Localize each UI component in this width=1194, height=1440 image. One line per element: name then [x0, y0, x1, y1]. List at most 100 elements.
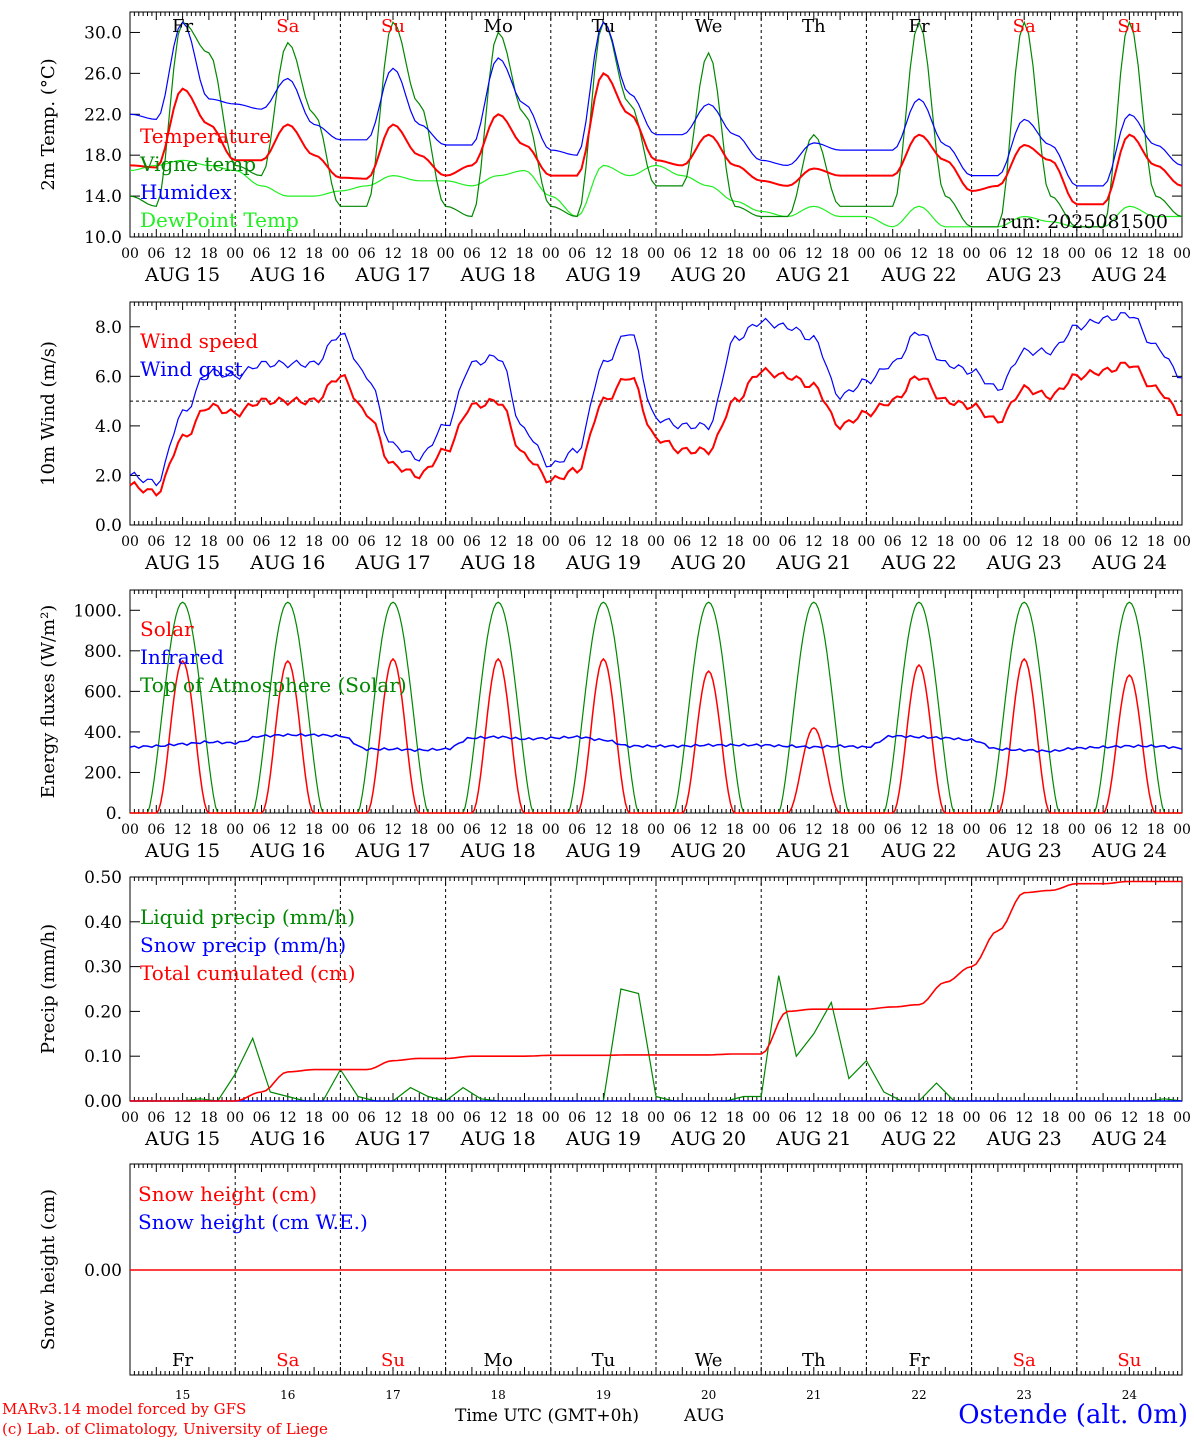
x-hour-label: 18	[1147, 246, 1165, 262]
legend-top-of-atmosphere-solar-: Top of Atmosphere (Solar)	[140, 673, 407, 697]
x-hour-label: 00	[331, 246, 349, 262]
x-hour-label: 12	[594, 1110, 612, 1126]
legend-vigne-temp: Vigne temp	[139, 152, 256, 176]
x-date-label: AUG 24	[1091, 1128, 1167, 1150]
x-axis-month: AUG	[684, 1406, 725, 1426]
series-wind-gust	[129, 312, 1183, 487]
x-hour-label: 18	[1042, 246, 1060, 262]
x-hour-label: 12	[384, 822, 402, 838]
x-hour-label: 12	[279, 1110, 297, 1126]
x-hour-label: 00	[1173, 822, 1191, 838]
day-number: 24	[1122, 1388, 1138, 1402]
x-hour-label: 06	[358, 534, 376, 550]
x-hour-label: 00	[963, 246, 981, 262]
x-hour-label: 12	[1015, 534, 1033, 550]
x-date-label: AUG 20	[670, 840, 746, 862]
x-hour-label: 12	[1120, 534, 1138, 550]
x-date-label: AUG 21	[775, 552, 851, 574]
x-hour-label: 18	[621, 822, 639, 838]
x-hour-label: 18	[1042, 822, 1060, 838]
y-tick-label: 200.	[84, 763, 122, 783]
x-date-label: AUG 17	[354, 264, 430, 286]
x-date-label: AUG 15	[144, 840, 220, 862]
x-date-label: AUG 17	[354, 1128, 430, 1150]
x-date-label: AUG 16	[249, 552, 325, 574]
x-hour-label: 12	[174, 822, 192, 838]
x-hour-label: 18	[936, 1110, 954, 1126]
x-date-label: AUG 18	[460, 1128, 536, 1150]
x-hour-label: 06	[989, 246, 1007, 262]
y-tick-label: 22.0	[84, 105, 122, 125]
x-hour-label: 00	[752, 246, 770, 262]
x-date-label: AUG 19	[565, 264, 641, 286]
x-hour-label: 06	[673, 1110, 691, 1126]
x-hour-label: 00	[1068, 534, 1086, 550]
x-hour-label: 12	[700, 246, 718, 262]
y-tick-label: 6.0	[95, 367, 122, 387]
x-date-label: AUG 23	[986, 1128, 1062, 1150]
day-number: 21	[806, 1388, 821, 1402]
x-hour-label: 00	[542, 246, 560, 262]
y-tick-label: 26.0	[84, 64, 122, 84]
x-hour-label: 00	[121, 1110, 139, 1126]
x-date-label: AUG 16	[249, 840, 325, 862]
x-date-label: AUG 21	[775, 840, 851, 862]
x-hour-label: 06	[253, 1110, 271, 1126]
y-tick-label: 18.0	[84, 146, 122, 166]
day-name-bottom: We	[695, 1350, 723, 1371]
x-date-label: AUG 16	[249, 264, 325, 286]
legend-wind-speed: Wind speed	[140, 329, 258, 353]
x-hour-label: 12	[805, 534, 823, 550]
x-date-label: AUG 17	[354, 552, 430, 574]
x-hour-label: 06	[147, 246, 165, 262]
x-hour-label: 18	[621, 1110, 639, 1126]
x-hour-label: 00	[437, 534, 455, 550]
x-hour-label: 12	[910, 822, 928, 838]
x-hour-label: 00	[1068, 1110, 1086, 1126]
day-number: 17	[385, 1388, 400, 1402]
x-hour-label: 18	[831, 246, 849, 262]
legend-solar: Solar	[140, 617, 194, 641]
x-hour-label: 06	[147, 1110, 165, 1126]
x-hour-label: 00	[647, 822, 665, 838]
x-hour-label: 06	[358, 1110, 376, 1126]
x-date-label: AUG 21	[775, 264, 851, 286]
x-hour-label: 12	[384, 246, 402, 262]
x-date-label: AUG 15	[144, 552, 220, 574]
x-hour-label: 06	[884, 534, 902, 550]
x-hour-label: 12	[1015, 246, 1033, 262]
x-hour-label: 12	[700, 822, 718, 838]
x-hour-label: 12	[1015, 822, 1033, 838]
day-name-top: We	[695, 16, 723, 37]
x-hour-label: 12	[805, 1110, 823, 1126]
x-hour-label: 06	[1094, 246, 1112, 262]
x-hour-label: 12	[594, 246, 612, 262]
x-hour-label: 12	[1120, 822, 1138, 838]
day-name-bottom: Tu	[592, 1350, 616, 1371]
x-hour-label: 18	[936, 822, 954, 838]
x-hour-label: 00	[121, 534, 139, 550]
x-hour-label: 12	[279, 246, 297, 262]
x-hour-label: 06	[147, 534, 165, 550]
x-date-label: AUG 18	[460, 840, 536, 862]
x-date-label: AUG 22	[880, 1128, 956, 1150]
x-hour-label: 12	[700, 534, 718, 550]
x-hour-label: 00	[963, 534, 981, 550]
x-hour-label: 18	[1147, 822, 1165, 838]
day-number: 15	[175, 1388, 190, 1402]
run-label: run: 2025081500	[1001, 211, 1168, 233]
x-hour-label: 18	[200, 822, 218, 838]
y-tick-label: 0.	[106, 804, 122, 824]
x-date-label: AUG 24	[1091, 552, 1167, 574]
x-hour-label: 00	[331, 822, 349, 838]
x-date-label: AUG 20	[670, 264, 746, 286]
x-hour-label: 18	[831, 1110, 849, 1126]
y-axis-label-1: 2m Temp. (°C)	[38, 58, 59, 190]
x-hour-label: 12	[174, 534, 192, 550]
x-hour-label: 18	[516, 1110, 534, 1126]
x-hour-label: 00	[963, 822, 981, 838]
day-number: 19	[596, 1388, 611, 1402]
day-number: 16	[280, 1388, 295, 1402]
x-hour-label: 06	[568, 246, 586, 262]
x-hour-label: 06	[253, 534, 271, 550]
